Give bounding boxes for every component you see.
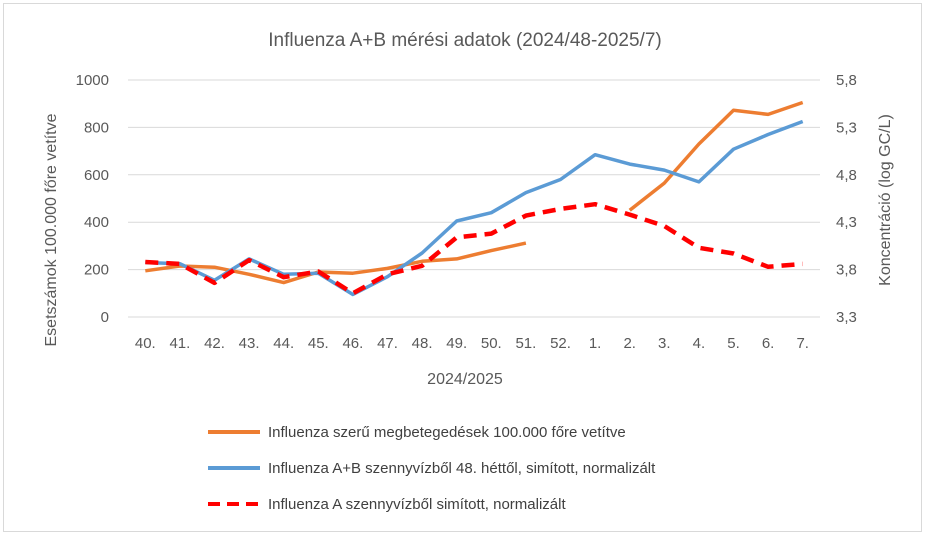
chart-title: Influenza A+B mérési adatok (2024/48-202… [268,30,661,51]
x-tick-label: 40. [135,335,156,352]
x-tick-label: 47. [377,335,398,352]
left-axis-title: Esetszámok 100.000 főre vetítve [43,113,60,346]
x-tick-label: 46. [342,335,363,352]
x-tick-label: 50. [481,335,502,352]
series-line-1 [145,119,804,297]
legend-label-ab-wastewater: Influenza A+B szennyvízből 48. héttől, s… [268,460,656,477]
right-tick-label: 4,8 [836,167,857,184]
x-tick-label: 45. [308,335,329,352]
x-tick-label: 1. [589,335,602,352]
x-tick-label: 6. [762,335,775,352]
right-tick-label: 4,3 [836,214,857,231]
right-tick-label: 3,8 [836,262,857,279]
x-tick-label: 49. [446,335,467,352]
right-axis-title: Koncentráció (log GC/L) [877,114,894,286]
series-line-0 [145,241,527,285]
left-tick-label: 0 [101,309,109,326]
x-axis-title: 2024/2025 [427,371,503,388]
right-axis-ticks: 3,3 3,8 4,3 4,8 5,3 5,8 [836,72,857,326]
x-tick-label: 51. [515,335,536,352]
x-tick-label: 5. [727,335,740,352]
x-axis-ticks: 40. 41. 42. 43. 44. 45. 46. 47. 48. 49. 50. 51. 52. 1… [135,335,809,352]
x-tick-label: 4. [693,335,706,352]
legend-label-a-wastewater: Influenza A szennyvízből simított, norma… [268,496,566,513]
x-tick-label: 44. [273,335,294,352]
legend: Influenza szerű megbetegedések 100.000 f… [208,424,656,513]
x-tick-label: 43. [239,335,260,352]
left-tick-label: 400 [84,214,109,231]
x-tick-label: 48. [412,335,433,352]
right-tick-label: 3,3 [836,309,857,326]
x-tick-label: 7. [796,335,809,352]
right-tick-label: 5,8 [836,72,857,89]
x-tick-label: 2. [623,335,636,352]
series-lines [145,100,804,297]
x-tick-label: 52. [550,335,571,352]
left-tick-label: 1000 [76,72,109,89]
x-tick-label: 3. [658,335,671,352]
x-tick-label: 41. [169,335,190,352]
left-tick-label: 600 [84,167,109,184]
left-tick-label: 200 [84,262,109,279]
legend-label-ili: Influenza szerű megbetegedések 100.000 f… [268,424,626,441]
series-line-0 [628,100,804,212]
left-axis-ticks: 0 200 400 600 800 1000 [76,72,109,326]
left-tick-label: 800 [84,119,109,136]
x-tick-label: 42. [204,335,225,352]
right-tick-label: 5,3 [836,119,857,136]
gridlines [128,79,820,318]
series-line-2 [145,201,803,296]
